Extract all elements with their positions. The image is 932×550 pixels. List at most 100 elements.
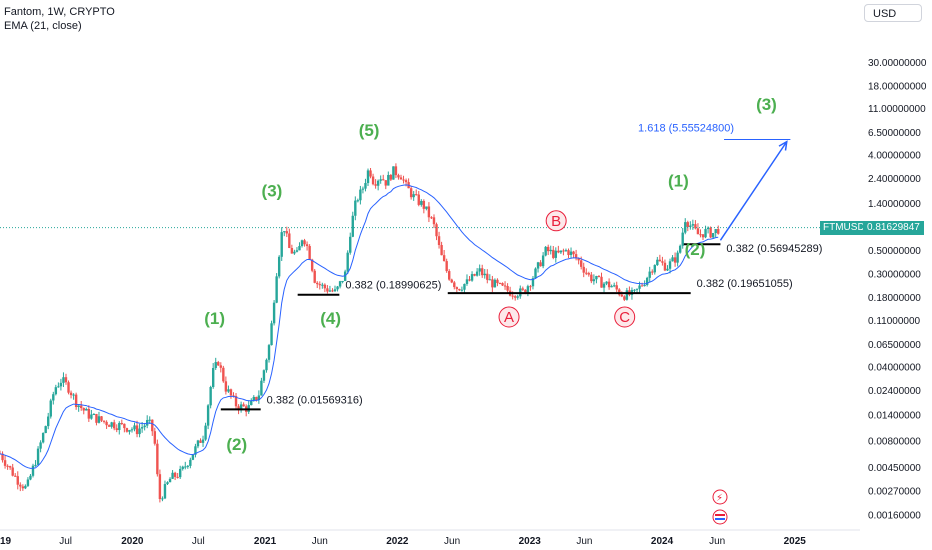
candle-body	[470, 274, 474, 281]
y-tick-label: 0.00800000	[868, 436, 921, 447]
candle-body	[640, 285, 644, 287]
candle-body	[364, 183, 367, 189]
candle-body	[3, 460, 7, 466]
x-tick-label: Jul	[59, 536, 72, 547]
candle-body	[323, 284, 327, 289]
candle-body	[239, 404, 243, 411]
candle-body	[257, 395, 261, 400]
candle-body	[572, 251, 575, 255]
candle-body	[194, 446, 197, 455]
candle-body	[625, 290, 629, 300]
ema-line	[0, 184, 719, 469]
candle-body	[156, 443, 159, 475]
x-tick-label: 2023	[519, 536, 542, 547]
candle-body	[392, 166, 395, 180]
candle-body	[379, 179, 382, 181]
candle-body	[285, 231, 288, 234]
candle-body	[559, 250, 563, 253]
candle-body	[409, 188, 413, 198]
candle-body	[227, 389, 230, 392]
candle-body	[310, 259, 314, 271]
candle-body	[166, 482, 169, 485]
y-tick-label: 0.01400000	[868, 411, 921, 422]
candle-body	[151, 419, 154, 432]
candle-body	[272, 302, 276, 324]
candle-body	[336, 286, 339, 290]
projection-arrow-line	[719, 141, 788, 241]
candle-body	[288, 233, 291, 249]
candle-body	[173, 472, 177, 477]
candle-body	[661, 261, 664, 263]
currency-button[interactable]: USD	[864, 4, 922, 22]
lightning-icon[interactable]	[712, 489, 728, 505]
wave-label: (1)	[204, 309, 225, 328]
candle-body	[49, 400, 52, 417]
candle-body	[648, 271, 651, 278]
candle-body	[582, 266, 585, 273]
candle-body	[458, 289, 461, 291]
candle-body	[354, 200, 357, 216]
candle-body	[615, 285, 618, 290]
candle-body	[341, 280, 344, 282]
candle-body	[67, 382, 70, 393]
candle-body	[498, 283, 502, 285]
candle-body	[706, 227, 710, 230]
candle-body	[681, 232, 684, 246]
candle-body	[651, 271, 654, 273]
candle-body	[529, 286, 532, 288]
candle-body	[549, 249, 552, 252]
candle-body	[8, 466, 12, 468]
candle-body	[80, 405, 83, 409]
candle-body	[612, 285, 616, 287]
candle-body	[90, 414, 93, 419]
candle-body	[369, 170, 372, 177]
candle-body	[503, 285, 507, 287]
candle-body	[209, 387, 212, 406]
candle-body	[376, 180, 380, 186]
candle-body	[41, 433, 45, 443]
y-tick-label: 0.50000000	[868, 246, 921, 257]
candle-body	[534, 268, 537, 279]
candle-body	[524, 289, 527, 294]
candle-body	[260, 380, 263, 396]
candle-body	[140, 427, 144, 429]
candle-body	[138, 428, 141, 435]
candle-body	[133, 425, 136, 430]
candle-body	[531, 278, 535, 287]
svg-text:⚡: ⚡	[716, 493, 723, 504]
candle-body	[34, 464, 37, 466]
us-flag-icon[interactable]	[712, 509, 728, 525]
candle-body	[6, 465, 9, 467]
x-tick-label: Jul	[192, 536, 205, 547]
candle-body	[211, 368, 215, 388]
candle-body	[346, 252, 349, 272]
fib-label: 0.382 (0.18990625)	[345, 280, 441, 292]
candle-body	[331, 290, 334, 292]
candle-body	[422, 200, 426, 209]
candle-body	[47, 416, 50, 427]
candle-body	[113, 422, 116, 429]
candle-body	[186, 465, 190, 467]
candle-body	[277, 256, 281, 277]
candle-body	[595, 276, 598, 280]
candle-body	[678, 245, 682, 253]
candle-body	[387, 174, 390, 186]
abc-label: B	[551, 213, 561, 230]
candle-body	[107, 425, 111, 427]
candle-body	[397, 175, 400, 178]
projection-arrow-head	[778, 140, 788, 151]
candle-body	[404, 180, 408, 183]
candle-body	[539, 262, 542, 267]
candle-body	[19, 484, 22, 487]
candle-body	[95, 414, 98, 423]
candle-body	[600, 276, 603, 288]
candle-body	[326, 288, 329, 292]
candle-body	[491, 279, 494, 288]
candle-body	[554, 250, 558, 258]
candle-body	[653, 265, 656, 273]
candle-body	[191, 454, 195, 460]
candle-body	[574, 254, 578, 259]
y-tick-label: 0.11000000	[868, 316, 921, 327]
candle-body	[465, 279, 469, 284]
